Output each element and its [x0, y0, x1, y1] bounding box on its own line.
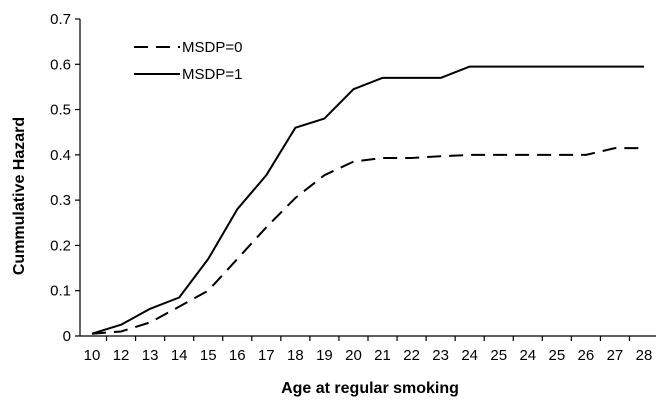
y-tick-label: 0.7 — [50, 11, 71, 28]
x-tick-label: 10 — [84, 347, 101, 364]
x-tick-label: 12 — [113, 347, 130, 364]
x-tick-label: 27 — [607, 347, 624, 364]
x-tick-label: 22 — [403, 347, 420, 364]
y-tick-label: 0.4 — [50, 147, 71, 164]
x-tick-label: 16 — [229, 347, 246, 364]
legend: MSDP=0 MSDP=1 — [134, 39, 242, 83]
x-tick-label: 13 — [142, 347, 159, 364]
legend-label-msdp0: MSDP=0 — [182, 39, 242, 56]
x-tick-label: 28 — [636, 347, 653, 364]
x-tick-label: 24 — [519, 347, 536, 364]
x-tick-label: 17 — [258, 347, 275, 364]
x-tick-label: 15 — [200, 347, 217, 364]
x-tick-label: 23 — [432, 347, 449, 364]
y-tick-label: 0.5 — [50, 102, 71, 119]
series-line-msdp-1 — [91, 65, 644, 335]
x-tick-label: 20 — [345, 347, 362, 364]
x-axis-title: Age at regular smoking — [281, 380, 459, 397]
x-tick-label: 21 — [374, 347, 391, 364]
y-tick-label: 0.2 — [50, 237, 71, 254]
series-layer — [91, 65, 644, 335]
y-tick-label: 0.3 — [50, 192, 71, 209]
y-tick-label: 0.1 — [50, 283, 71, 300]
x-tick-label: 14 — [171, 347, 188, 364]
x-tick-label: 24 — [461, 347, 478, 364]
x-tick-label: 19 — [316, 347, 333, 364]
legend-label-msdp1: MSDP=1 — [182, 66, 242, 83]
y-tick-label: 0 — [63, 328, 71, 345]
x-tick-label: 25 — [548, 347, 565, 364]
x-tick-label: 18 — [287, 347, 304, 364]
x-tick-label: 26 — [578, 347, 595, 364]
series-line-msdp-0 — [91, 147, 644, 335]
axes-layer: 0 0.1 0.2 0.3 0.4 0.5 0.6 0.7 10 12 13 14 15 16 17 18 19… — [50, 11, 656, 364]
y-axis-title: Cummulative Hazard — [11, 117, 28, 275]
y-tick-label: 0.6 — [50, 56, 71, 73]
x-tick-label: 25 — [490, 347, 507, 364]
